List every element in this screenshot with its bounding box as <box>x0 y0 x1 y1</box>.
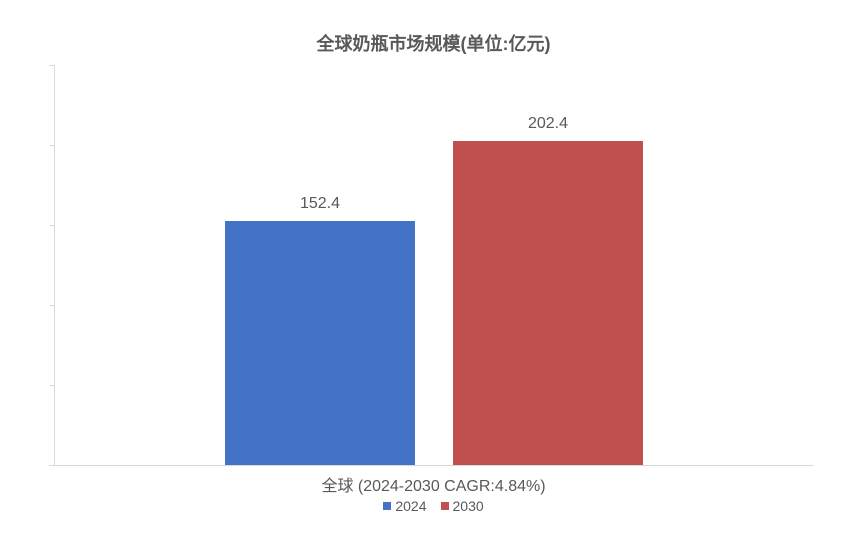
legend-label: 2030 <box>453 498 484 514</box>
bars-group: 152.4202.4 <box>55 66 814 465</box>
bar-2030: 202.4 <box>453 141 643 465</box>
legend-label: 2024 <box>395 498 426 514</box>
bar-value-label: 152.4 <box>300 195 340 213</box>
chart-container: 全球奶瓶市场规模(单位:亿元) 152.4202.4 全球 (2024-2030… <box>0 0 867 557</box>
y-tick <box>49 305 55 306</box>
y-tick <box>49 65 55 66</box>
plot-area: 152.4202.4 <box>54 66 814 466</box>
legend-swatch <box>441 502 449 510</box>
y-tick <box>49 465 55 466</box>
legend-item-2024: 2024 <box>383 498 426 514</box>
legend-item-2030: 2030 <box>441 498 484 514</box>
legend-swatch <box>383 502 391 510</box>
y-tick <box>49 385 55 386</box>
y-tick <box>49 145 55 146</box>
bar-2024: 152.4 <box>225 221 415 465</box>
legend: 2024 2030 <box>40 498 827 514</box>
bar-value-label: 202.4 <box>528 115 568 133</box>
chart-title: 全球奶瓶市场规模(单位:亿元) <box>40 30 827 56</box>
y-tick <box>49 225 55 226</box>
x-axis-label: 全球 (2024-2030 CAGR:4.84%) <box>40 472 827 496</box>
